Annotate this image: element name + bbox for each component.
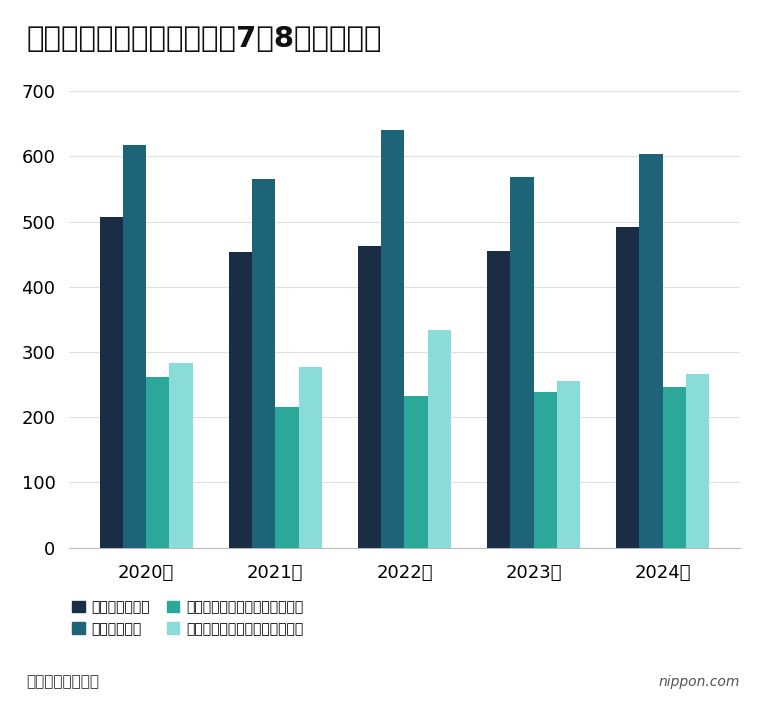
Bar xyxy=(510,177,533,548)
Bar xyxy=(169,363,192,548)
Bar xyxy=(404,397,427,548)
Bar xyxy=(533,392,557,548)
Text: 近年の水難事故発生状況（7～8月）の推移: 近年の水難事故発生状況（7～8月）の推移 xyxy=(27,25,382,53)
Bar xyxy=(146,377,169,548)
Bar xyxy=(100,217,123,548)
Bar xyxy=(617,227,639,548)
Text: nippon.com: nippon.com xyxy=(658,675,740,689)
Bar xyxy=(662,388,686,548)
Bar xyxy=(557,381,580,548)
Bar xyxy=(382,130,404,548)
Bar xyxy=(358,246,382,548)
Bar xyxy=(275,407,298,548)
Bar xyxy=(639,154,662,548)
Bar xyxy=(252,178,275,548)
Bar xyxy=(123,145,146,548)
Bar xyxy=(487,251,510,548)
Legend: 発生件数（件）, 水難者（人）, 水難者のうち死者・行方不明者, 水難者のうち無事救出された人: 発生件数（件）, 水難者（人）, 水難者のうち死者・行方不明者, 水難者のうち無… xyxy=(72,600,304,636)
Text: （警察庁まとめ）: （警察庁まとめ） xyxy=(27,675,100,689)
Bar xyxy=(229,252,252,548)
Bar xyxy=(427,331,451,548)
Bar xyxy=(686,374,709,548)
Bar xyxy=(298,367,322,548)
